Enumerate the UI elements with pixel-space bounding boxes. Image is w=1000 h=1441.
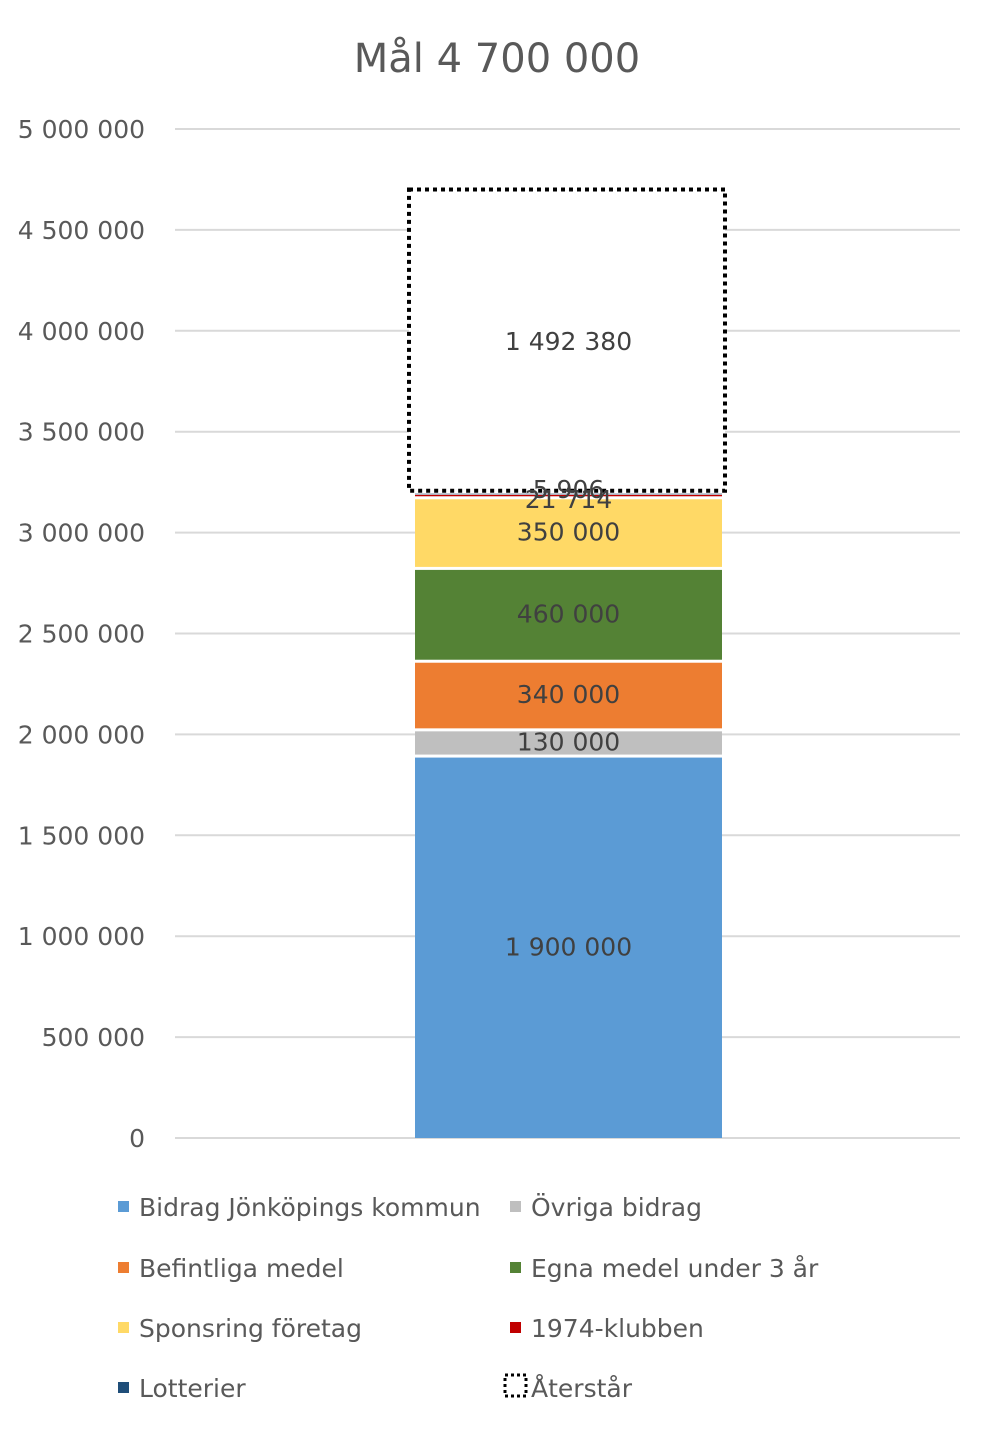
y-tick-label: 1 000 000 xyxy=(18,922,145,951)
chart-title: Mål 4 700 000 xyxy=(354,36,640,82)
legend-label: Egna medel under 3 år xyxy=(531,1254,819,1283)
legend-label: Sponsring företag xyxy=(139,1314,362,1343)
legend-swatch xyxy=(118,1201,129,1212)
legend: Bidrag Jönköpings kommun Övriga bidrag Bef… xyxy=(118,1193,819,1403)
y-tick-label: 4 500 000 xyxy=(18,216,145,245)
legend-label: 1974-klubben xyxy=(531,1314,704,1343)
y-tick-label: 3 000 000 xyxy=(18,519,145,548)
y-tick-label: 2 000 000 xyxy=(18,720,145,749)
bar-segment-remaining xyxy=(407,187,727,493)
data-label: 130 000 xyxy=(517,727,620,756)
legend-label: Bidrag Jönköpings kommun xyxy=(139,1193,481,1222)
data-label: 340 000 xyxy=(517,680,620,709)
bar-segment xyxy=(415,493,722,495)
bar-segments xyxy=(407,187,727,1138)
y-tick-label: 500 000 xyxy=(42,1023,145,1052)
bar-segment xyxy=(415,731,722,755)
legend-swatch xyxy=(118,1382,129,1393)
y-tick-label: 5 000 000 xyxy=(18,115,145,144)
bar-segment xyxy=(415,494,722,497)
bar-segment xyxy=(415,499,722,567)
data-label: 460 000 xyxy=(517,599,620,628)
legend-label: Befintliga medel xyxy=(139,1254,344,1283)
y-tick-label: 4 000 000 xyxy=(18,317,145,346)
bar-segment xyxy=(415,757,722,1138)
legend-swatch xyxy=(510,1262,521,1273)
y-tick-label: 0 xyxy=(129,1124,145,1153)
data-labels: 1 900 000 130 000 340 000 460 000 350 000 21 … xyxy=(505,327,632,961)
legend-label: Lotterier xyxy=(139,1374,246,1403)
bar-segment xyxy=(415,662,722,729)
y-tick-label: 3 500 000 xyxy=(18,418,145,447)
data-label: 350 000 xyxy=(517,518,620,547)
data-label: 1 492 380 xyxy=(505,327,632,356)
legend-swatch xyxy=(118,1322,129,1333)
legend-swatch xyxy=(510,1322,521,1333)
y-tick-label: 1 500 000 xyxy=(18,821,145,850)
bar-segment xyxy=(415,569,722,660)
legend-label: Återstår xyxy=(531,1374,633,1403)
data-label: 5 906 xyxy=(533,475,605,504)
legend-swatch xyxy=(510,1201,521,1212)
legend-swatch xyxy=(118,1262,129,1273)
y-axis-tick-labels: 0 500 000 1 000 000 1 500 000 2 000 000 2 500… xyxy=(18,115,145,1153)
legend-label: Övriga bidrag xyxy=(531,1193,702,1222)
y-tick-label: 2 500 000 xyxy=(18,620,145,649)
legend-swatch xyxy=(503,1373,528,1398)
data-label: 1 900 000 xyxy=(505,932,632,961)
data-label: 21 714 xyxy=(525,485,612,514)
